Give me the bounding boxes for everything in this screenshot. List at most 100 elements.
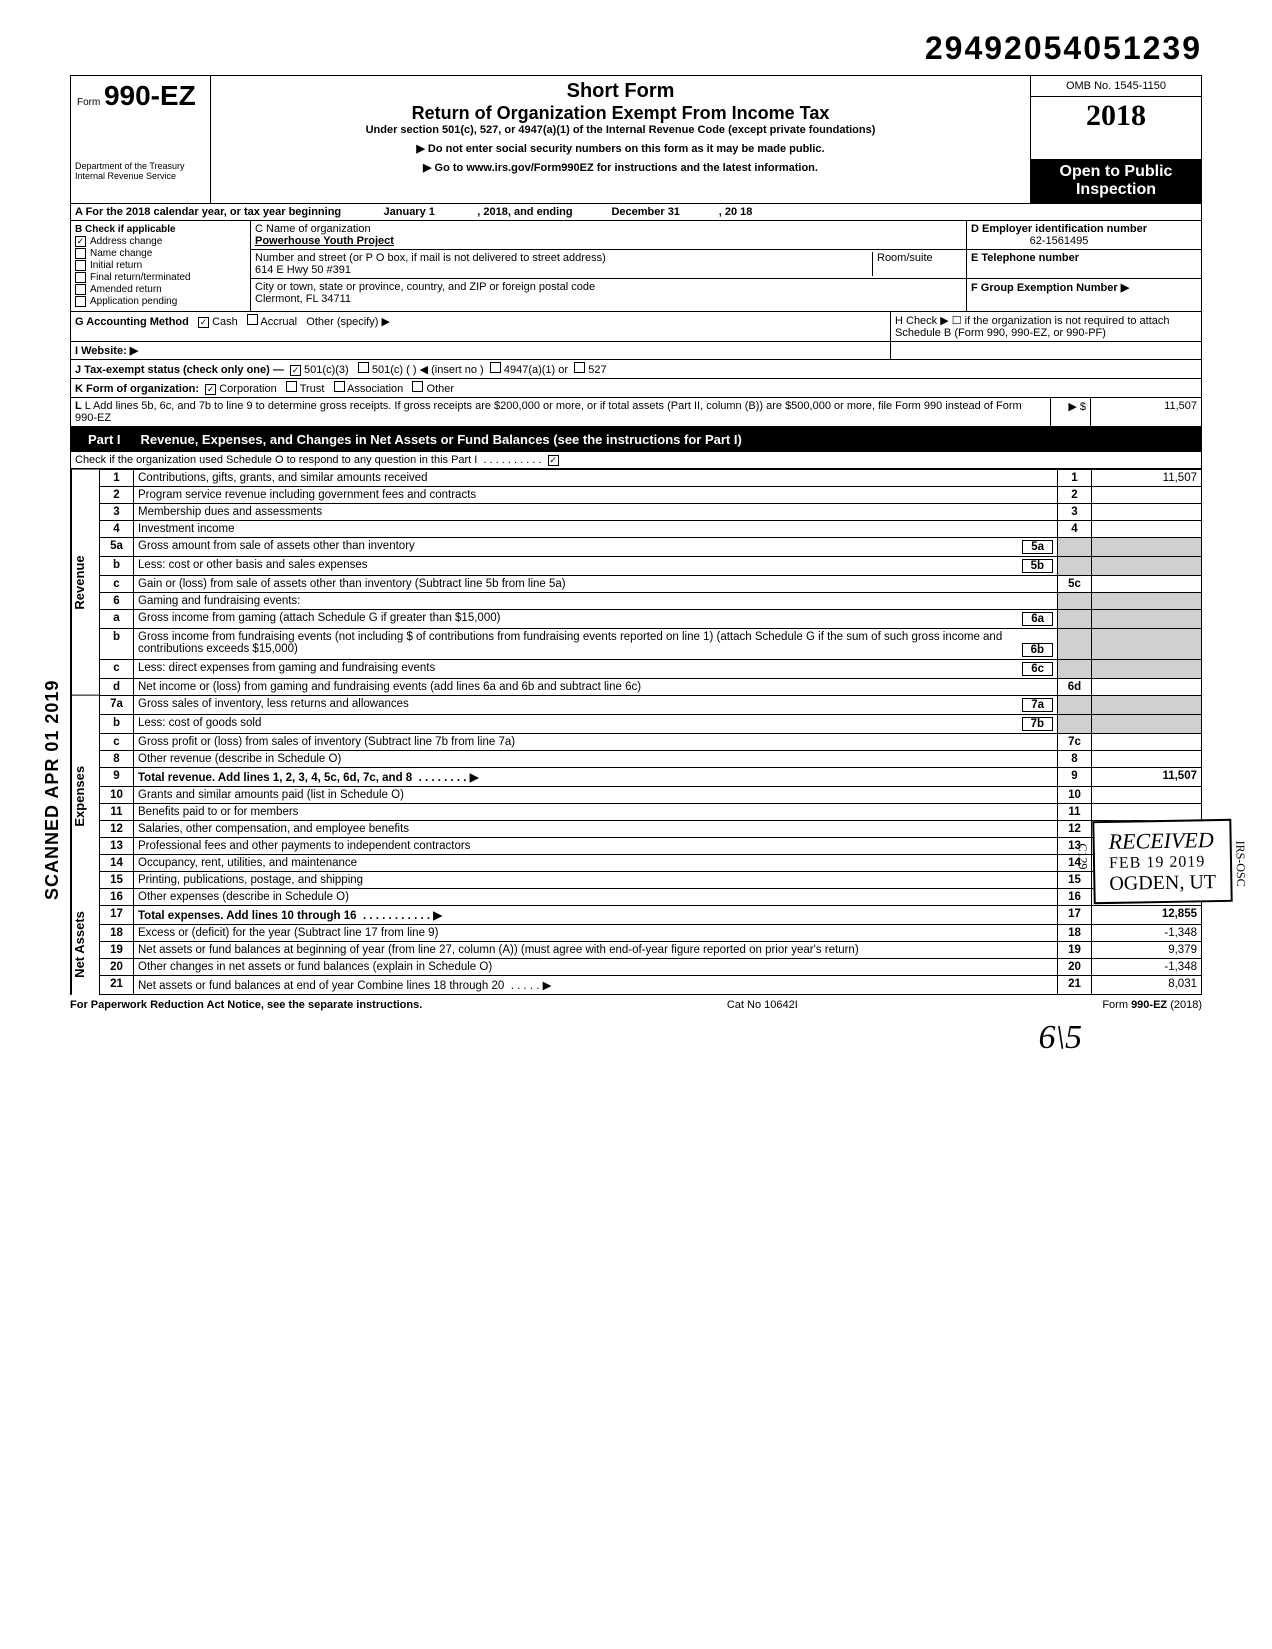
line-7b: bLess: cost of goods sold7b: [100, 715, 1202, 734]
chk-pending[interactable]: [75, 296, 86, 307]
received-stamp: RECEIVED FEB 19 2019 OGDEN, UT C129 IRS-…: [1093, 819, 1233, 904]
chk-cash[interactable]: ✓: [198, 317, 209, 328]
received-label: RECEIVED: [1109, 827, 1216, 855]
side-netassets: Net Assets: [71, 895, 99, 995]
lbl-name-change: Name change: [90, 248, 152, 259]
period-end: December 31: [576, 206, 716, 218]
line-17: 17Total expenses. Add lines 10 through 1…: [100, 906, 1202, 925]
section-b: B Check if applicable ✓ Address change Na…: [71, 221, 251, 311]
addr-label: Number and street (or P O box, if mail i…: [255, 252, 606, 264]
period-mid: , 2018, and ending: [477, 206, 572, 218]
c-label: C Name of organization: [255, 223, 371, 235]
line-6a: aGross income from gaming (attach Schedu…: [100, 610, 1202, 629]
sections-d-e-f: D Employer identification number62-15614…: [966, 221, 1201, 311]
k-label: K Form of organization:: [75, 383, 199, 395]
line-21: 21Net assets or fund balances at end of …: [100, 976, 1202, 995]
lbl-other-org: Other: [427, 383, 455, 395]
chk-amended[interactable]: [75, 284, 86, 295]
scanned-stamp: SCANNED APR 01 2019: [42, 680, 63, 900]
line-9: 9Total revenue. Add lines 1, 2, 3, 4, 5c…: [100, 768, 1202, 787]
row-i: I Website: ▶: [70, 342, 1202, 360]
side-revenue: Revenue: [71, 469, 99, 695]
lbl-trust: Trust: [300, 383, 325, 395]
lbl-4947: 4947(a)(1) or: [504, 364, 568, 376]
org-city: Clermont, FL 34711: [255, 293, 351, 305]
ein: 62-1561495: [971, 235, 1147, 247]
tax-year: 2018: [1031, 97, 1201, 135]
chk-name-change[interactable]: [75, 248, 86, 259]
l-arrow: ▶ $: [1051, 398, 1091, 426]
chk-accrual[interactable]: [247, 314, 258, 325]
line-8: 8Other revenue (describe in Schedule O)8: [100, 751, 1202, 768]
chk-501c[interactable]: [358, 362, 369, 373]
lbl-pending: Application pending: [90, 296, 177, 307]
lbl-501c3: 501(c)(3): [304, 364, 349, 376]
part1-header: Part I Revenue, Expenses, and Changes in…: [70, 427, 1202, 452]
lbl-assoc: Association: [347, 383, 403, 395]
chk-initial[interactable]: [75, 260, 86, 271]
dept-row: Department of the Treasury Internal Reve…: [70, 159, 1202, 204]
lbl-address-change: Address change: [90, 236, 162, 247]
j-label: J Tax-exempt status (check only one) —: [75, 364, 284, 376]
goto-note: ▶ Go to www.irs.gov/Form990EZ for instru…: [211, 159, 1031, 203]
form-number-badge: Form 990-EZ: [71, 76, 211, 159]
h-label: H Check ▶ ☐ if the organization is not r…: [891, 312, 1201, 341]
row-l: L L Add lines 5b, 6c, and 7b to line 9 t…: [70, 398, 1202, 427]
received-loc: OGDEN, UT: [1110, 871, 1217, 896]
chk-other-org[interactable]: [412, 381, 423, 392]
open-public: Open to Public Inspection: [1031, 159, 1201, 203]
b-header: B Check if applicable: [75, 224, 246, 235]
line-7a: 7aGross sales of inventory, less returns…: [100, 696, 1202, 715]
line-4: 4Investment income4: [100, 521, 1202, 538]
part1-check-text: Check if the organization used Schedule …: [75, 454, 477, 466]
omb-number: OMB No. 1545-1150: [1031, 76, 1201, 97]
form-prefix: Form: [77, 97, 100, 108]
row-k: K Form of organization: ✓ Corporation Tr…: [70, 379, 1202, 398]
line-3: 3Membership dues and assessments3: [100, 504, 1202, 521]
chk-527[interactable]: [574, 362, 585, 373]
part1-label: Part I: [78, 430, 131, 449]
lbl-accrual: Accrual: [260, 316, 297, 328]
g-label: G Accounting Method: [75, 316, 189, 328]
line-1: 1Contributions, gifts, grants, and simil…: [100, 470, 1202, 487]
stamp-c129: C129: [1075, 843, 1090, 869]
line-6c: cLess: direct expenses from gaming and f…: [100, 660, 1202, 679]
line-15: 15Printing, publications, postage, and s…: [100, 872, 1202, 889]
f-label: F Group Exemption Number ▶: [971, 282, 1129, 294]
chk-4947[interactable]: [490, 362, 501, 373]
lines-table: 1Contributions, gifts, grants, and simil…: [99, 469, 1202, 995]
entity-block: B Check if applicable ✓ Address change Na…: [70, 221, 1202, 312]
under-section: Under section 501(c), 527, or 4947(a)(1)…: [219, 124, 1022, 136]
line-10: 10Grants and similar amounts paid (list …: [100, 787, 1202, 804]
d-label: D Employer identification number: [971, 223, 1147, 235]
row-g-h: G Accounting Method ✓ Cash Accrual Other…: [70, 312, 1202, 342]
footer: For Paperwork Reduction Act Notice, see …: [70, 999, 1202, 1011]
received-date: FEB 19 2019: [1109, 853, 1216, 873]
main-title: Return of Organization Exempt From Incom…: [219, 103, 1022, 124]
chk-schedule-o[interactable]: ✓: [548, 455, 559, 466]
line-12: 12Salaries, other compensation, and empl…: [100, 821, 1202, 838]
period-begin: January 1: [344, 206, 474, 218]
part1-check-row: Check if the organization used Schedule …: [70, 452, 1202, 469]
room-label: Room/suite: [872, 252, 962, 276]
org-addr: 614 E Hwy 50 #391: [255, 264, 351, 276]
title-block: Short Form Return of Organization Exempt…: [211, 76, 1031, 159]
chk-corp[interactable]: ✓: [205, 384, 216, 395]
omb-block: OMB No. 1545-1150 2018: [1031, 76, 1201, 159]
chk-assoc[interactable]: [334, 381, 345, 392]
part1-title: Revenue, Expenses, and Changes in Net As…: [141, 432, 742, 447]
chk-501c3[interactable]: ✓: [290, 365, 301, 376]
line-6b: bGross income from fundraising events (n…: [100, 629, 1202, 660]
line-5a: 5aGross amount from sale of assets other…: [100, 538, 1202, 557]
side-expenses: Expenses: [71, 695, 99, 896]
chk-trust[interactable]: [286, 381, 297, 392]
line-5c: cGain or (loss) from sale of assets othe…: [100, 576, 1202, 593]
line-6d: dNet income or (loss) from gaming and fu…: [100, 679, 1202, 696]
chk-final[interactable]: [75, 272, 86, 283]
line-18: 18Excess or (deficit) for the year (Subt…: [100, 925, 1202, 942]
line-5b: bLess: cost or other basis and sales exp…: [100, 557, 1202, 576]
footer-left: For Paperwork Reduction Act Notice, see …: [70, 999, 422, 1011]
lbl-527: 527: [588, 364, 606, 376]
chk-address-change[interactable]: ✓: [75, 236, 86, 247]
city-label: City or town, state or province, country…: [255, 281, 595, 293]
